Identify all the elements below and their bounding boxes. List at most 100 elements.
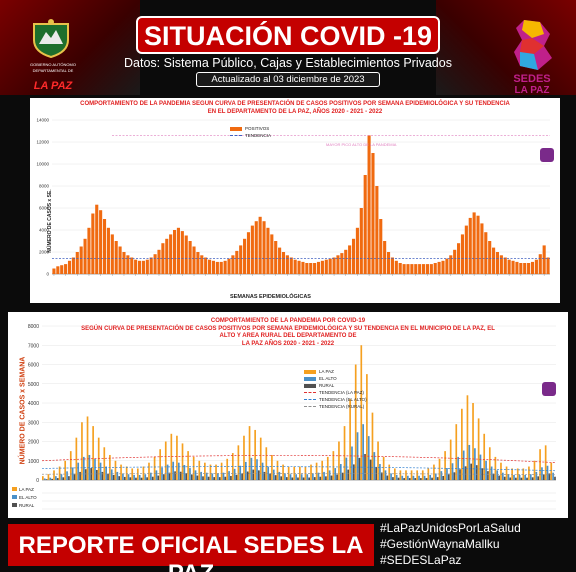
chart2-bar-lapaz [215, 464, 217, 480]
chart1-bar [402, 264, 406, 274]
chart2-bar-rural [246, 471, 249, 480]
chart2-bar-lapaz [148, 462, 150, 480]
chart2-bar-rural [459, 469, 461, 480]
chart2-ylabel: NÚMERO DE CASOS x SEMANA [19, 356, 27, 465]
chart1-bar [367, 135, 371, 274]
chart2-bar-elalto [518, 474, 521, 480]
chart2-bar-rural [492, 473, 495, 480]
chart2-bar-elalto [490, 466, 493, 480]
chart2-bar-rural [269, 473, 271, 480]
chart2-bar-lapaz [265, 447, 268, 480]
chart2-bar-elalto [295, 474, 297, 480]
logo-left-big: LA PAZ [33, 80, 73, 92]
chart2-bar-lapaz [259, 437, 262, 480]
chart2-bar-lapaz [86, 416, 89, 480]
chart1-bar [449, 255, 453, 274]
chart1-bar [320, 260, 324, 274]
chart2-bar-lapaz [393, 468, 396, 480]
chart1-bar [149, 257, 153, 274]
chart2-ytick-label: 5000 [28, 382, 39, 388]
chart2-bar-elalto [110, 469, 113, 480]
chart2-bar-elalto [496, 470, 499, 480]
chart1-bar [52, 268, 56, 274]
chart2-bar-rural [297, 477, 299, 480]
chart1-bar [301, 261, 305, 274]
chart2-bar-elalto [94, 458, 96, 480]
chart2-bar-rural [168, 472, 171, 480]
sedes-logo: SEDES LA PAZ [502, 18, 562, 98]
chart2-bar-rural [531, 477, 534, 480]
chart2-bar-elalto [155, 470, 158, 480]
chart1-title-line1: COMPORTAMIENTO DE LA PANDEMIA SEGUN CURV… [80, 101, 510, 107]
main-title: SITUACIÓN COVID -19 [143, 21, 433, 51]
chart2-bar-elalto [217, 473, 219, 480]
chart1-bar [188, 241, 192, 274]
chart2-bar-rural [431, 477, 433, 480]
hashtags: #LaPazUnidosPorLaSalud #GestiónWaynaMall… [380, 520, 576, 568]
chart1-bar [266, 227, 270, 274]
chart1-bar [219, 261, 223, 274]
chart2-bar-rural [157, 475, 160, 480]
chart2-bar-lapaz [198, 460, 201, 480]
subtitle: Datos: Sistema Público, Cajas y Establec… [124, 56, 452, 70]
chart2-bar-lapaz [438, 458, 441, 480]
chart1-bar [258, 216, 262, 274]
footer-banner: REPORTE OFICIAL SEDES LA PAZ [8, 524, 374, 572]
chart2-bar-lapaz [477, 418, 480, 480]
chart2-bar-rural [341, 472, 344, 480]
chart2-bar-lapaz [405, 470, 407, 480]
legend-label: EL ALTO [319, 376, 337, 381]
chart1-bar [95, 204, 99, 274]
chart1-bar [351, 238, 356, 274]
chart2-bar-elalto [423, 475, 426, 480]
chart2-bar-rural [101, 471, 104, 480]
chart2-trend-elalto [41, 466, 557, 472]
chart2-bar-elalto [367, 436, 370, 480]
chart2-bar-rural [503, 476, 506, 480]
logo-right-line1: SEDES [513, 73, 551, 85]
chart1-bar [371, 153, 375, 274]
chart1-bar [410, 264, 414, 274]
chart1-ytick-label: 6000 [39, 206, 50, 211]
chart2-bar-rural [258, 470, 260, 480]
chart2-bar-lapaz [243, 435, 245, 480]
chart2-bar-lapaz [192, 456, 195, 480]
chart1-bar [278, 247, 282, 274]
chart2-bar-elalto [183, 464, 186, 480]
chart2-bar-lapaz [226, 458, 229, 480]
chart2-bar-elalto [524, 474, 527, 480]
chart2-bar-rural [554, 476, 556, 480]
chart2-bar-rural [336, 474, 338, 480]
chart1-bar [542, 245, 546, 274]
chart1-bar [75, 252, 79, 274]
chart1-bar [231, 255, 235, 274]
chart1-bar [511, 260, 515, 274]
chart1-bar [172, 230, 177, 274]
chart2-legend: LA PAZ EL ALTO RURAL TENDENCIA (LA PAZ) … [304, 368, 367, 410]
chart2-bar-elalto [451, 463, 454, 480]
chart2-bar-rural [146, 477, 148, 480]
chart1-bar [180, 231, 184, 274]
chart1-bar [375, 186, 379, 274]
chart1-bar [472, 212, 476, 274]
chart1-bar [297, 260, 301, 274]
chart1-bar [453, 249, 457, 274]
chart2-bar-lapaz [64, 460, 67, 480]
chart2-bar-rural [62, 477, 65, 480]
chart2-bar-lapaz [53, 470, 55, 480]
chart2-trend-lapaz [41, 455, 557, 464]
chart1-bar [126, 255, 130, 274]
chart1-bar [441, 260, 445, 274]
chart1-title-line2: EN EL DEPARTAMENTO DE LA PAZ, AÑOS 2020 … [207, 108, 383, 115]
chart1-bar [324, 259, 328, 274]
chart2-bar-rural [313, 477, 316, 480]
chart2-bar-lapaz [399, 470, 402, 480]
chart2-bar-lapaz [142, 466, 145, 480]
chart2-bar-rural [515, 477, 517, 480]
chart2-bar-lapaz [170, 433, 173, 480]
chart2-bar-elalto [501, 472, 504, 480]
chart2-bar-rural [436, 477, 439, 480]
chart2-bar-rural [420, 478, 422, 480]
chart2-bar-rural [107, 473, 109, 480]
chart1-bar [495, 252, 500, 274]
